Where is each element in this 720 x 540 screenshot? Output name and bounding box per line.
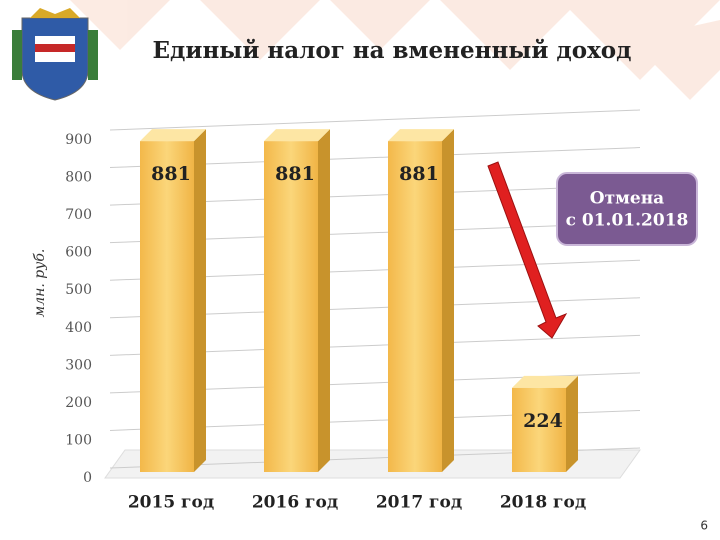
bar-top xyxy=(140,129,206,142)
annotation-text: с 01.01.2018 xyxy=(566,211,689,231)
bar-top xyxy=(388,129,454,142)
y-tick-label: 400 xyxy=(65,320,92,336)
x-tick-label: 2015 год xyxy=(128,493,214,513)
bar-top xyxy=(512,375,578,388)
bar xyxy=(512,387,566,472)
y-tick-label: 500 xyxy=(65,282,92,298)
y-tick-label: 700 xyxy=(65,207,92,223)
slide-title: Единый налог на вмененный доход xyxy=(153,37,632,64)
x-tick-label: 2017 год xyxy=(376,493,462,513)
grid-line xyxy=(109,109,641,131)
y-tick-label: 0 xyxy=(83,470,92,486)
bar-top xyxy=(264,129,330,142)
y-tick-label: 100 xyxy=(65,432,92,448)
bar-side xyxy=(318,129,330,472)
plot: 0 100 200 300 400 500 600 700 800 900 881 2015 год 8… xyxy=(65,109,641,513)
background-decoration xyxy=(70,0,720,100)
bar-side xyxy=(194,129,206,472)
bar xyxy=(388,141,442,472)
y-tick-label: 600 xyxy=(65,245,92,261)
bar-side xyxy=(442,129,454,472)
value-label: 881 xyxy=(151,163,191,185)
x-tick-label: 2018 год xyxy=(500,493,586,513)
page-number: 6 xyxy=(700,519,708,533)
bar-side xyxy=(566,375,578,472)
city-emblem xyxy=(12,8,98,101)
bar xyxy=(140,141,194,472)
y-tick-label: 200 xyxy=(65,395,92,411)
value-label: 881 xyxy=(275,163,315,185)
annotation-box xyxy=(556,172,698,246)
y-tick-label: 800 xyxy=(65,170,92,186)
x-tick-label: 2016 год xyxy=(252,493,338,513)
value-label: 881 xyxy=(399,163,439,185)
y-tick-label: 900 xyxy=(65,132,92,148)
y-tick-label: 300 xyxy=(65,357,92,373)
arrow xyxy=(487,161,568,339)
bar xyxy=(264,141,318,472)
annotation-text: Отмена xyxy=(590,189,664,209)
y-axis-label: млн. руб. xyxy=(32,249,48,318)
floor xyxy=(104,449,641,479)
value-label: 224 xyxy=(523,410,563,432)
